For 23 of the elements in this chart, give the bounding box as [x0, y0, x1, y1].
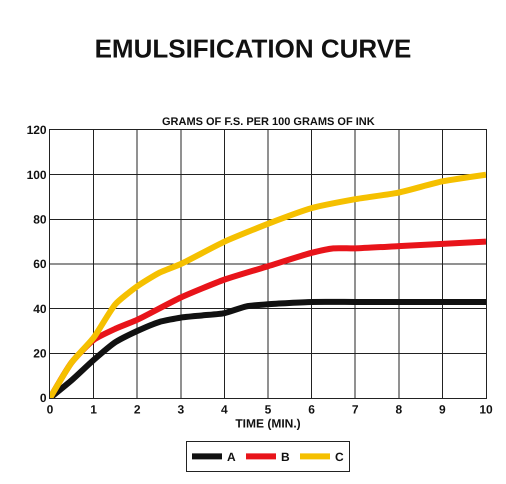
legend-label: A: [227, 450, 236, 464]
x-tick-label: 10: [479, 402, 493, 416]
legend-label: C: [335, 450, 344, 464]
x-tick-label: 8: [395, 402, 402, 416]
x-tick-label: 4: [221, 402, 228, 416]
y-axis-title: GRAMS OF F.S. PER 100 GRAMS OF INK: [162, 116, 375, 128]
y-tick-label: 120: [26, 123, 47, 138]
y-tick-label: 40: [33, 302, 47, 316]
x-tick-label: 2: [134, 402, 141, 416]
y-tick-label: 60: [33, 257, 47, 272]
x-tick-label: 9: [439, 402, 446, 416]
y-tick-label: 0: [40, 391, 47, 406]
legend-label: B: [281, 450, 290, 464]
y-tick-label: 80: [33, 212, 47, 227]
x-tick-label: 3: [177, 402, 184, 416]
chart-title: EMULSIFICATION CURVE: [94, 34, 412, 64]
x-tick-label: 5: [264, 402, 272, 416]
y-tick-label: 20: [33, 346, 47, 361]
x-tick-label: 7: [352, 402, 359, 416]
y-tick-label: 100: [26, 168, 47, 182]
x-axis-title: TIME (MIN.): [235, 416, 301, 430]
x-tick-label: 6: [308, 402, 316, 416]
x-tick-label: 1: [90, 402, 98, 416]
